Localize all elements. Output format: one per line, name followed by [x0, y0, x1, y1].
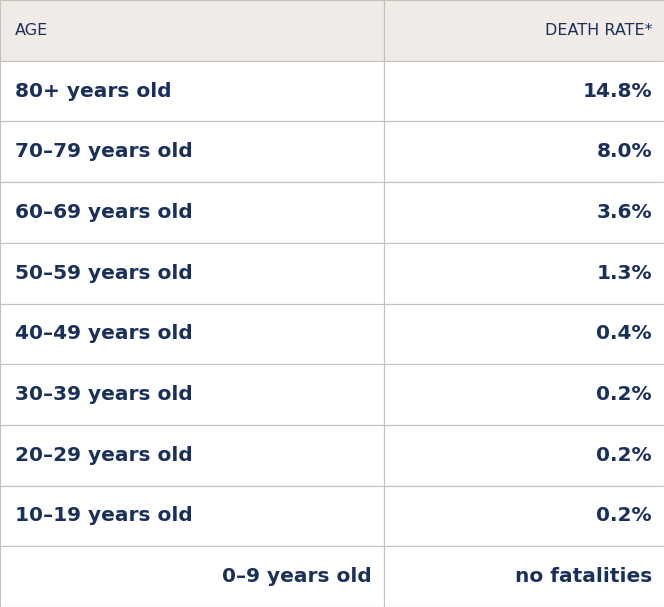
- Text: 0.2%: 0.2%: [596, 506, 652, 526]
- Bar: [0, 546, 384, 607]
- Text: 70–79 years old: 70–79 years old: [15, 142, 193, 161]
- Bar: [384, 364, 664, 425]
- Bar: [384, 0, 664, 61]
- Bar: [384, 243, 664, 304]
- Bar: [384, 425, 664, 486]
- Text: 0.2%: 0.2%: [596, 385, 652, 404]
- Text: 10–19 years old: 10–19 years old: [15, 506, 193, 526]
- Bar: [384, 486, 664, 546]
- Bar: [0, 121, 384, 182]
- Text: DEATH RATE*: DEATH RATE*: [544, 23, 652, 38]
- Bar: [384, 61, 664, 121]
- Bar: [0, 486, 384, 546]
- Bar: [0, 182, 384, 243]
- Bar: [384, 121, 664, 182]
- Bar: [0, 425, 384, 486]
- Bar: [384, 182, 664, 243]
- Text: 0–9 years old: 0–9 years old: [222, 567, 372, 586]
- Text: 8.0%: 8.0%: [596, 142, 652, 161]
- Text: no fatalities: no fatalities: [515, 567, 652, 586]
- Text: 50–59 years old: 50–59 years old: [15, 263, 193, 283]
- Text: 14.8%: 14.8%: [582, 81, 652, 101]
- Bar: [384, 304, 664, 364]
- Text: 0.2%: 0.2%: [596, 446, 652, 465]
- Text: 20–29 years old: 20–29 years old: [15, 446, 193, 465]
- Text: 3.6%: 3.6%: [596, 203, 652, 222]
- Text: 60–69 years old: 60–69 years old: [15, 203, 193, 222]
- Bar: [0, 61, 384, 121]
- Bar: [0, 243, 384, 304]
- Text: 30–39 years old: 30–39 years old: [15, 385, 193, 404]
- Text: 0.4%: 0.4%: [596, 324, 652, 344]
- Text: 1.3%: 1.3%: [596, 263, 652, 283]
- Bar: [0, 364, 384, 425]
- Bar: [0, 304, 384, 364]
- Bar: [384, 546, 664, 607]
- Bar: [0, 0, 384, 61]
- Text: 40–49 years old: 40–49 years old: [15, 324, 193, 344]
- Text: 80+ years old: 80+ years old: [15, 81, 171, 101]
- Text: AGE: AGE: [15, 23, 48, 38]
